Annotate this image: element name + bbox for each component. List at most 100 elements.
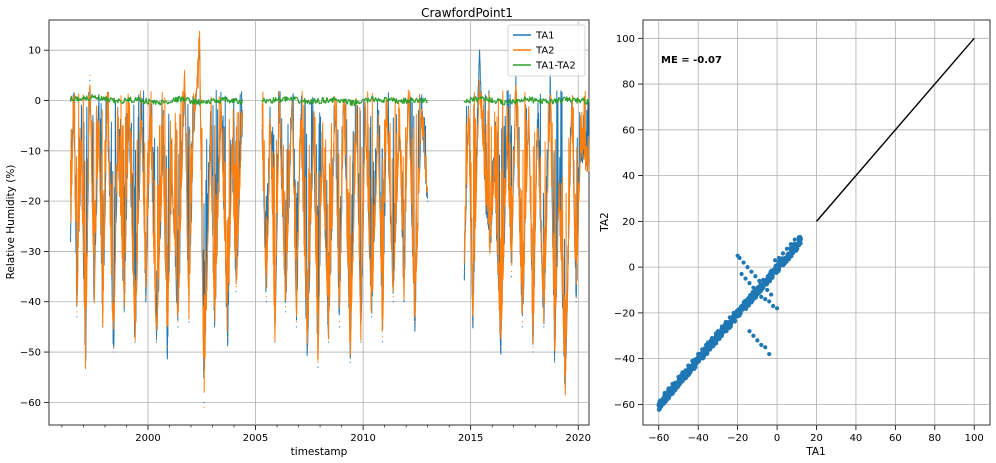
y-tick-label: −20 <box>20 197 41 208</box>
series-point <box>575 301 577 303</box>
series-point <box>226 341 229 343</box>
timeseries-ticks: 2000 2005 2010 2015 2020 −60 −50 −40 −30 −20 −10 0 1… <box>20 46 591 444</box>
timeseries-plot-frame <box>48 19 590 426</box>
scatter-point <box>700 351 705 357</box>
series-point <box>69 240 72 242</box>
y-tick-label: −20 <box>614 308 635 319</box>
series-point <box>313 125 315 127</box>
series-point <box>115 100 117 103</box>
x-tick-label: 100 <box>965 433 984 444</box>
scatter-point <box>666 386 671 391</box>
scatter-grid <box>643 20 990 425</box>
scatter-point <box>747 329 752 334</box>
series-point <box>420 114 422 117</box>
y-tick-label: 20 <box>622 217 635 228</box>
scatter-xlabel: TA1 <box>805 446 825 458</box>
series-point <box>338 321 341 323</box>
scatter-point <box>703 351 709 357</box>
x-tick-label: 20 <box>810 433 823 444</box>
series-point <box>338 326 341 328</box>
series-point <box>463 270 465 273</box>
x-tick-label: 2000 <box>135 433 160 444</box>
series-point <box>158 102 160 104</box>
scatter-point <box>745 265 750 270</box>
series-ta1-ta2 <box>69 94 590 107</box>
scatter-point <box>765 287 770 293</box>
series-point <box>140 109 143 112</box>
series-point <box>553 361 556 363</box>
legend-box <box>507 24 586 77</box>
series-point <box>349 356 351 358</box>
scatter-point <box>743 301 748 306</box>
series-point <box>285 306 287 308</box>
series-point <box>328 336 330 338</box>
series-point <box>515 89 517 92</box>
series-point <box>510 275 513 278</box>
scatter-point <box>684 370 689 375</box>
scatter-point <box>656 402 661 407</box>
series-point <box>112 351 115 353</box>
series-point <box>188 321 190 323</box>
series-point <box>364 109 366 112</box>
scatter-point <box>713 331 719 336</box>
scatter-point <box>667 392 673 397</box>
series-point <box>261 100 263 102</box>
series-point <box>356 114 358 117</box>
series-point <box>242 101 244 103</box>
scatter-point <box>792 237 797 242</box>
timeseries-title: CrawfordPoint1 <box>421 6 513 20</box>
series-point <box>532 351 534 353</box>
scatter-point <box>684 374 689 380</box>
scatter-point <box>751 285 756 290</box>
series-point <box>543 326 545 328</box>
series-point <box>360 341 362 343</box>
series-point <box>76 316 78 318</box>
series-point <box>349 361 351 363</box>
x-tick-label: 0 <box>774 433 780 444</box>
legend-label-ta1: TA1 <box>535 31 555 42</box>
series-point <box>536 125 538 127</box>
scatter-point <box>761 285 766 290</box>
series-point <box>414 326 416 328</box>
series-point <box>317 361 319 363</box>
series-point <box>269 125 272 127</box>
x-tick-label: 2020 <box>566 433 591 444</box>
series-point <box>203 406 205 408</box>
scatter-point <box>731 315 736 320</box>
scatter-point <box>753 294 758 299</box>
scatter-point <box>703 347 709 352</box>
timeseries-ylabel: Relative Humidity (%) <box>5 165 17 280</box>
series-point <box>274 336 276 338</box>
x-tick-label: 2010 <box>350 433 375 444</box>
series-point <box>330 98 332 101</box>
series-point <box>214 326 216 328</box>
x-tick-label: 40 <box>850 433 863 444</box>
series-line-ta2 <box>70 30 590 396</box>
series-point <box>69 235 72 237</box>
series-point <box>553 356 556 358</box>
series-point <box>532 346 534 348</box>
scatter-point <box>796 235 801 240</box>
series-point <box>478 49 480 51</box>
scatter-point <box>673 388 678 393</box>
series-point <box>117 140 119 142</box>
scatter-point <box>676 374 681 380</box>
series-point <box>295 326 298 328</box>
series-point <box>171 175 173 177</box>
series-point <box>321 140 323 142</box>
series-point <box>231 150 233 152</box>
scatter-point <box>774 306 780 311</box>
series-point <box>463 100 465 103</box>
timeseries-lines <box>69 30 590 408</box>
series-point <box>134 341 136 343</box>
series-point <box>334 109 336 112</box>
series-point <box>201 101 203 104</box>
series-point <box>558 195 560 197</box>
series-point <box>317 366 319 368</box>
scatter-point <box>780 251 786 256</box>
series-point <box>371 311 373 313</box>
scatter-point <box>757 290 762 295</box>
series-point <box>123 306 125 308</box>
scatter-point <box>747 281 752 286</box>
scatter-point <box>786 251 791 256</box>
